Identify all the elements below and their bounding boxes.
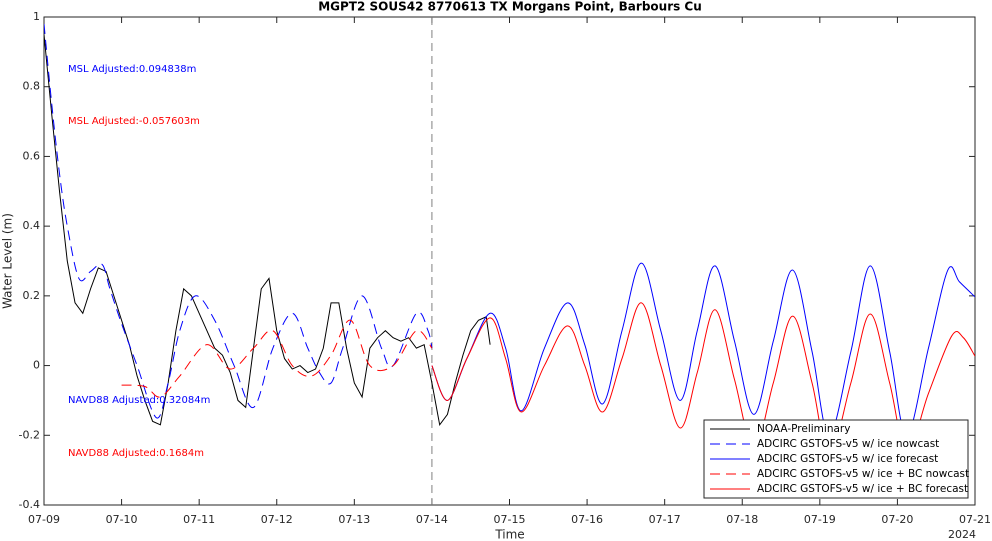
- x-tick-label: 07-12: [261, 513, 293, 526]
- legend-label: ADCIRC GSTOFS-v5 w/ ice nowcast: [757, 438, 939, 450]
- series-line: [121, 319, 433, 398]
- x-tick-label: 07-19: [804, 513, 836, 526]
- y-tick-label: -0.2: [19, 428, 40, 441]
- annotation: MSL Adjusted:0.094838m: [68, 64, 196, 75]
- x-tick-label: 07-11: [183, 513, 215, 526]
- annotation: MSL Adjusted:-0.057603m: [68, 116, 200, 127]
- series-line: [44, 23, 433, 419]
- x-tick-label: 07-21: [959, 513, 991, 526]
- annotation: NAVD88 Adjusted:0.1684m: [68, 448, 204, 459]
- x-tick-label: 07-09: [28, 513, 60, 526]
- series-line: [431, 262, 975, 436]
- x-tick-label: 07-15: [494, 513, 526, 526]
- x-tick-label: 07-20: [881, 513, 913, 526]
- y-tick-label: 1: [33, 10, 40, 23]
- annotation: NAVD88 Adjusted:0.32084m: [68, 395, 210, 406]
- series-line: [44, 34, 491, 427]
- x-tick-label: 07-10: [106, 513, 138, 526]
- series-line: [431, 302, 975, 457]
- legend-label: ADCIRC GSTOFS-v5 w/ ice + BC nowcast: [757, 468, 969, 480]
- x-tick-label: 07-17: [649, 513, 681, 526]
- x-tick-label: 07-18: [726, 513, 758, 526]
- y-axis-label: Water Level (m): [1, 213, 15, 309]
- y-tick-label: 0.4: [23, 219, 41, 232]
- x-year-label: 2024: [948, 528, 976, 541]
- legend-label: ADCIRC GSTOFS-v5 w/ ice forecast: [757, 453, 938, 465]
- legend-label: NOAA-Preliminary: [757, 423, 850, 435]
- y-tick-label: 0.8: [23, 80, 41, 93]
- y-tick-label: -0.4: [19, 498, 40, 511]
- series-group: [44, 23, 975, 457]
- x-axis-label: Time: [494, 528, 524, 541]
- x-tick-label: 07-16: [571, 513, 603, 526]
- legend-label: ADCIRC GSTOFS-v5 w/ ice + BC forecast: [757, 483, 968, 495]
- chart-title: MGPT2 SOUS42 8770613 TX Morgans Point, B…: [318, 0, 702, 14]
- y-tick-label: 0.6: [23, 149, 41, 162]
- y-tick-label: 0.2: [23, 289, 41, 302]
- y-tick-label: 0: [33, 359, 40, 372]
- x-tick-label: 07-14: [416, 513, 448, 526]
- x-tick-label: 07-13: [338, 513, 370, 526]
